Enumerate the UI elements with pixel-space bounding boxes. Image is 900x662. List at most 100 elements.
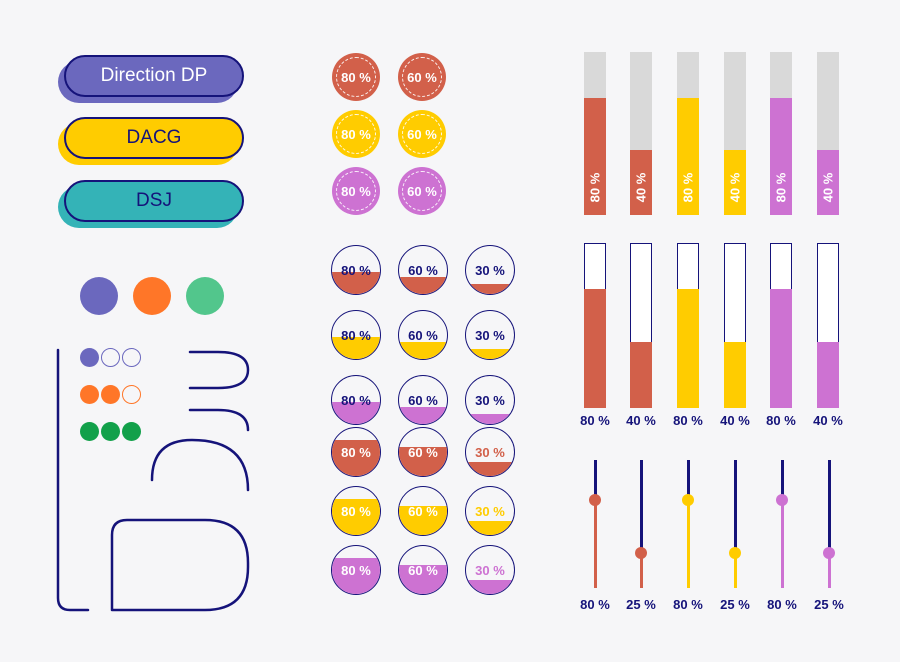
slider[interactable] <box>589 460 601 588</box>
fill-level <box>466 461 514 476</box>
bar-fill <box>630 149 652 215</box>
bar-fill <box>817 149 839 215</box>
fill-level-circle: 30 % <box>465 427 515 477</box>
ring-value: 80 % <box>341 126 371 142</box>
bar-value: 40 % <box>820 172 836 203</box>
fill-value: 80 % <box>341 503 371 519</box>
step-dot-empty <box>101 348 120 367</box>
fill-value: 80 % <box>341 444 371 460</box>
step-dot-filled <box>80 348 99 367</box>
fill-level-circle: 80 % <box>331 375 381 425</box>
fill-level <box>399 277 447 294</box>
bar-fill <box>584 289 606 408</box>
bar-fill <box>724 149 746 215</box>
slider[interactable] <box>635 460 647 588</box>
fill-level-circle: 30 % <box>465 486 515 536</box>
ring-value: 60 % <box>407 69 437 85</box>
fill-level-circle: 60 % <box>398 245 448 295</box>
fill-level-circle: 60 % <box>398 310 448 360</box>
fill-value: 30 % <box>475 562 505 578</box>
fill-value: 80 % <box>341 562 371 578</box>
fill-value: 60 % <box>408 444 438 460</box>
swatch-purple <box>80 277 118 315</box>
progress-bar: 80 % <box>584 52 606 215</box>
slider-value: 80 % <box>580 597 610 612</box>
slider-handle[interactable] <box>682 493 694 506</box>
fill-value: 30 % <box>475 392 505 408</box>
fill-level <box>466 520 514 535</box>
slider-handle[interactable] <box>729 547 741 560</box>
slider-handle[interactable] <box>635 547 647 560</box>
fill-level-circle: 60 % <box>398 375 448 425</box>
button-face: DACG <box>64 117 244 159</box>
bar-fill <box>584 97 606 215</box>
bar-value: 80 % <box>587 172 603 203</box>
fill-value: 60 % <box>408 327 438 343</box>
fill-value: 60 % <box>408 562 438 578</box>
ring-value: 80 % <box>341 183 371 199</box>
slider-handle[interactable] <box>776 493 788 506</box>
fill-level-circle: 80 % <box>331 245 381 295</box>
outline-progress-bar <box>630 243 652 408</box>
fill-value: 30 % <box>475 503 505 519</box>
fill-value: 80 % <box>341 327 371 343</box>
direction-dp-button[interactable]: Direction DP <box>58 55 244 103</box>
fill-value: 30 % <box>475 327 505 343</box>
dacg-button[interactable]: DACG <box>58 117 244 165</box>
decorative-curves <box>56 348 250 612</box>
fill-level-circle: 60 % <box>398 486 448 536</box>
bar-fill <box>770 97 792 215</box>
bar-fill <box>677 289 699 408</box>
fill-level <box>399 506 447 535</box>
fill-level-circle: 80 % <box>331 486 381 536</box>
fill-level <box>332 558 380 594</box>
slider-track-upper <box>781 460 784 500</box>
slider-track-upper <box>594 460 597 500</box>
fill-level <box>466 349 514 359</box>
percent-ring: 60 % <box>398 167 446 215</box>
fill-level <box>466 414 514 424</box>
fill-level-circle: 80 % <box>331 545 381 595</box>
fill-level <box>332 402 380 424</box>
swatch-green <box>186 277 224 315</box>
slider[interactable] <box>776 460 788 588</box>
step-dot-filled <box>80 422 99 441</box>
percent-ring: 80 % <box>332 167 380 215</box>
swatch-orange <box>133 277 171 315</box>
progress-bar: 80 % <box>677 52 699 215</box>
progress-bar: 40 % <box>630 52 652 215</box>
fill-level-circle: 60 % <box>398 545 448 595</box>
slider-track-lower <box>734 553 737 588</box>
slider[interactable] <box>729 460 741 588</box>
slider-handle[interactable] <box>589 493 601 506</box>
percent-ring: 60 % <box>398 110 446 158</box>
bar-fill <box>630 342 652 408</box>
fill-value: 30 % <box>475 262 505 278</box>
slider-value: 25 % <box>814 597 844 612</box>
slider[interactable] <box>682 460 694 588</box>
outline-progress-bar <box>584 243 606 408</box>
fill-level <box>399 407 447 424</box>
slider-handle[interactable] <box>823 547 835 560</box>
slider-track-upper <box>687 460 690 500</box>
slider-track-upper <box>734 460 737 554</box>
fill-value: 60 % <box>408 392 438 408</box>
slider[interactable] <box>823 460 835 588</box>
outline-progress-bar <box>677 243 699 408</box>
slider-track-lower <box>781 499 784 588</box>
dsj-button[interactable]: DSJ <box>58 180 244 228</box>
outline-progress-bar <box>770 243 792 408</box>
slider-track-lower <box>828 553 831 588</box>
bar-value: 80 % <box>773 172 789 203</box>
slider-track-lower <box>640 553 643 588</box>
percent-ring: 60 % <box>398 53 446 101</box>
ring-value: 80 % <box>341 69 371 85</box>
bar-fill <box>724 342 746 408</box>
slider-track-upper <box>828 460 831 554</box>
fill-level <box>332 272 380 294</box>
bar-fill <box>770 289 792 408</box>
fill-level <box>399 565 447 594</box>
fill-value: 80 % <box>341 262 371 278</box>
fill-level <box>466 579 514 594</box>
progress-bar: 80 % <box>770 52 792 215</box>
